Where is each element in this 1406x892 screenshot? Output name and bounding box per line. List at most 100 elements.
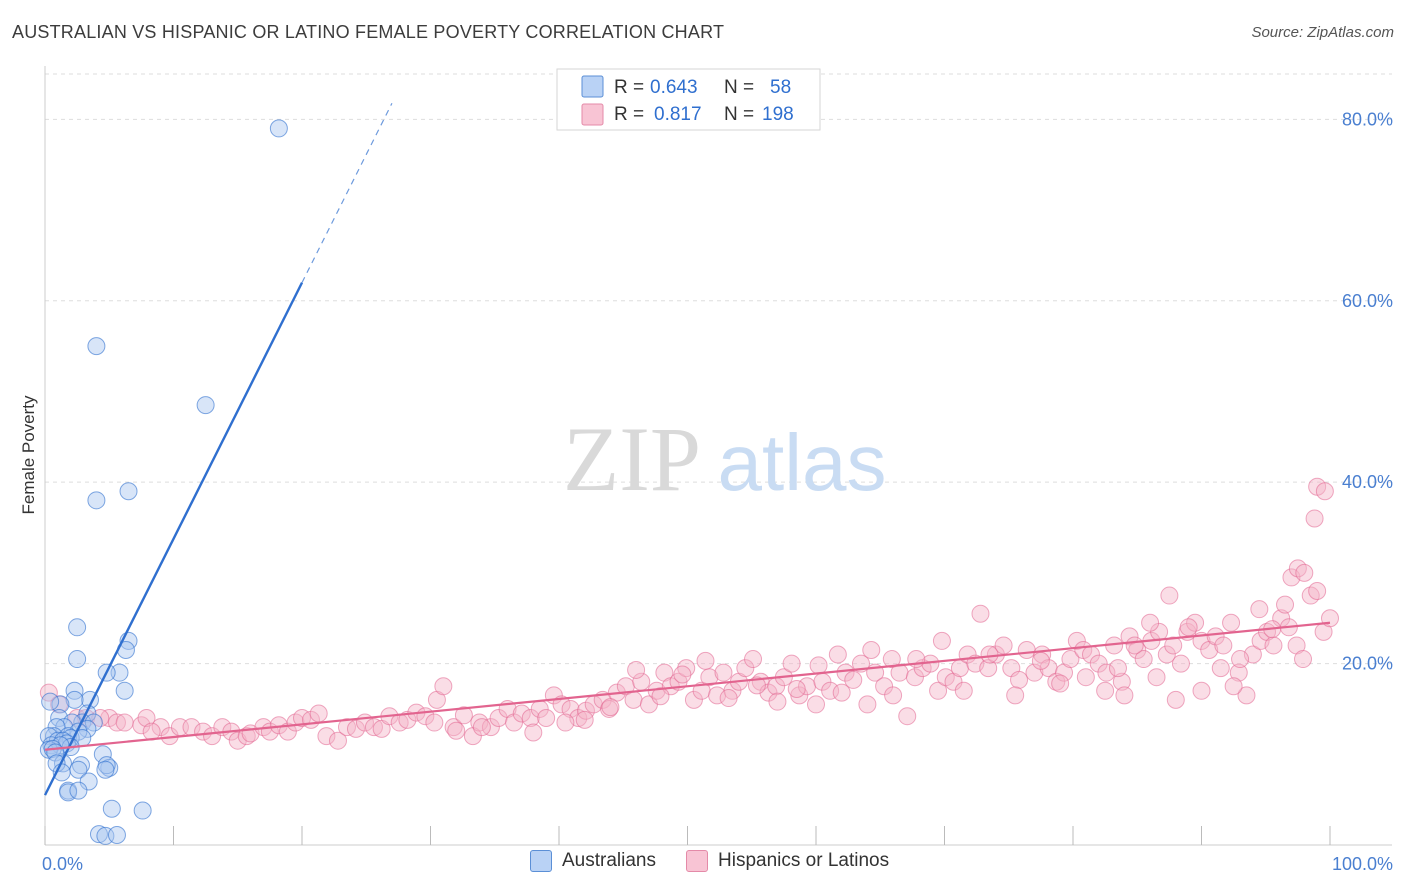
- hispanic-point: [1276, 595, 1295, 614]
- hispanic-point: [898, 707, 917, 726]
- hispanic-point: [624, 690, 643, 709]
- hispanic-point: [447, 721, 466, 740]
- hispanic-point: [747, 676, 766, 695]
- hispanic-point: [1179, 618, 1198, 637]
- legend-box: R = 0.643 N = 58 R = 0.817 N = 198: [556, 68, 821, 131]
- australian-point: [65, 681, 84, 700]
- hispanic-point: [759, 683, 778, 702]
- hispanic-point: [286, 713, 305, 732]
- hispanic-point: [194, 722, 213, 741]
- hispanic-point: [1166, 690, 1185, 709]
- hispanic-point: [39, 683, 58, 702]
- hispanic-point: [836, 663, 855, 682]
- bottom-legend: Australians Hispanics or Latinos: [530, 850, 889, 872]
- hispanic-point: [346, 719, 365, 738]
- hispanic-point: [1067, 631, 1086, 650]
- hispanic-point: [736, 659, 755, 678]
- hispanic-point: [882, 650, 901, 669]
- australian-point: [87, 491, 106, 510]
- australian-point: [84, 713, 103, 732]
- australians-label: Australians: [562, 850, 656, 871]
- hispanic-point: [1211, 659, 1230, 678]
- hispanic-point: [575, 710, 594, 729]
- hispanic-point: [1147, 668, 1166, 687]
- australian-points: [39, 119, 288, 845]
- x-tick-label: 100.0%: [1332, 854, 1393, 874]
- axes: [44, 66, 1392, 846]
- y-tick-label: 40.0%: [1342, 472, 1393, 492]
- hispanic-point: [1237, 686, 1256, 705]
- hispanic-point: [328, 731, 347, 750]
- hispanic-point: [1171, 654, 1190, 673]
- australian-point: [115, 681, 134, 700]
- hispanic-point: [875, 677, 894, 696]
- australian-point: [89, 825, 108, 844]
- legend-n-value-1: 58: [770, 77, 791, 98]
- grid-lines: [45, 73, 1392, 665]
- australian-point: [110, 663, 129, 682]
- hispanic-points: [39, 477, 1339, 750]
- australians-swatch: [530, 850, 552, 872]
- hispanic-point: [434, 677, 453, 696]
- hispanic-point: [821, 681, 840, 700]
- hispanic-point: [828, 645, 847, 664]
- hispanics-swatch: [686, 850, 708, 872]
- hispanic-point: [521, 709, 540, 728]
- hispanic-point: [1017, 640, 1036, 659]
- hispanic-point: [1160, 586, 1179, 605]
- hispanic-point: [809, 656, 828, 675]
- trend-lines: [43, 102, 1331, 796]
- hispanic-point: [601, 698, 620, 717]
- hispanic-point: [364, 718, 383, 737]
- hispanic-point: [858, 695, 877, 714]
- y-tick-label: 20.0%: [1342, 654, 1393, 674]
- hispanic-point: [1089, 654, 1108, 673]
- hispanic-point: [317, 727, 336, 746]
- hispanic-point: [512, 704, 531, 723]
- hispanic-point: [1206, 627, 1225, 646]
- australian-point: [69, 781, 88, 800]
- hispanic-point: [537, 709, 556, 728]
- hispanic-point: [1222, 613, 1241, 632]
- australian-point: [102, 799, 121, 818]
- hispanic-point: [505, 713, 524, 732]
- hispanic-point: [151, 718, 170, 737]
- hispanic-point: [576, 701, 595, 720]
- australian-point: [68, 650, 87, 669]
- hispanic-point: [1096, 681, 1115, 700]
- australian-trend-line: [43, 282, 304, 796]
- hispanic-point: [472, 718, 491, 737]
- hispanic-point: [1061, 650, 1080, 669]
- hispanic-point: [1295, 563, 1314, 582]
- australian-point: [269, 119, 288, 138]
- hispanic-point: [714, 663, 733, 682]
- legend-n-label-1: N =: [724, 77, 754, 98]
- x-tick-label: 0.0%: [42, 854, 83, 874]
- hispanic-point: [524, 723, 543, 742]
- hispanic-point: [1120, 627, 1139, 646]
- tick-labels: 20.0% 40.0% 60.0% 80.0% 0.0% 100.0%: [42, 109, 1393, 874]
- hispanic-point: [782, 654, 801, 673]
- hispanic-point: [1308, 582, 1327, 601]
- hispanic-point: [1025, 663, 1044, 682]
- hispanic-point: [337, 718, 356, 737]
- hispanic-point: [1305, 509, 1324, 528]
- hispanic-point: [684, 690, 703, 709]
- hispanic-point: [1051, 674, 1070, 693]
- hispanic-point: [673, 665, 692, 684]
- hispanic-point: [980, 645, 999, 664]
- hispanic-point: [1112, 672, 1131, 691]
- hispanic-point: [556, 713, 575, 732]
- hispanic-point: [1186, 613, 1205, 632]
- hispanic-point: [768, 692, 787, 711]
- australian-point: [68, 618, 87, 637]
- hispanic-point: [1214, 636, 1233, 655]
- hispanic-point: [137, 709, 156, 728]
- hispanic-point: [1301, 586, 1320, 605]
- hispanic-point: [1141, 613, 1160, 632]
- hispanic-point: [932, 631, 951, 650]
- hispanic-point: [1164, 636, 1183, 655]
- australian-point: [87, 337, 106, 356]
- hispanic-point: [293, 709, 311, 728]
